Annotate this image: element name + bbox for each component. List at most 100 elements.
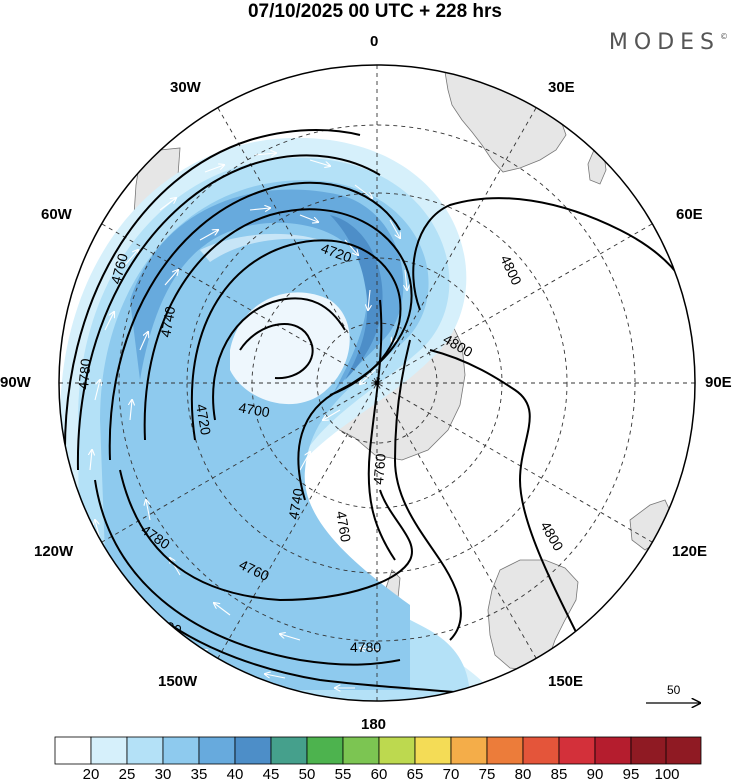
wind-arrow xyxy=(159,198,176,211)
contour-label: 4780 xyxy=(75,358,94,391)
wind-arrows xyxy=(90,153,407,688)
wind-arrow xyxy=(405,269,407,290)
contour-4800-southeast xyxy=(429,349,581,641)
colorbar-swatch xyxy=(594,736,632,765)
colorbar-swatch xyxy=(198,736,236,765)
contour-label: 4760 xyxy=(107,251,131,285)
contour-4740-ring xyxy=(143,208,413,501)
contour-label: 4700 xyxy=(237,399,271,420)
contour-4780-outer xyxy=(94,479,401,666)
contour-4780-east xyxy=(393,339,462,641)
lon-label-150e: 150E xyxy=(548,673,584,690)
lon-label-120w: 120W xyxy=(34,543,74,560)
wind-shade-45 xyxy=(330,215,383,380)
page-title: 07/10/2025 00 UTC + 228 hrs xyxy=(247,1,503,22)
south-pole-marker xyxy=(374,380,380,386)
wind-arrow xyxy=(265,674,286,679)
contour-label: 4740 xyxy=(285,487,306,521)
wind-arrow xyxy=(360,648,381,650)
lon-label-90w: 90W xyxy=(0,374,31,391)
wind-shade-35 xyxy=(100,180,429,691)
colorbar-swatch xyxy=(54,736,92,765)
wind-arrow xyxy=(354,184,372,198)
lon-label-30w: 30W xyxy=(170,79,201,96)
colorbar-swatch xyxy=(342,736,380,765)
wind-shade-40 xyxy=(130,189,404,400)
colorbar-swatch xyxy=(126,736,164,765)
colorbar-swatch xyxy=(522,736,560,765)
contour-4700-inner xyxy=(239,323,314,380)
colorbar-label: 90 xyxy=(586,766,604,783)
wind-arrow xyxy=(94,380,100,401)
colorbar-label: 20 xyxy=(82,766,100,783)
wind-arrow xyxy=(139,332,148,351)
colorbar-label: 30 xyxy=(154,766,172,783)
logo-mark: © xyxy=(720,31,728,41)
lon-label-60e: 60E xyxy=(676,206,703,223)
colorbar-label: 70 xyxy=(442,766,460,783)
lon-label-90e: 90E xyxy=(705,374,732,391)
wind-arrow xyxy=(323,409,341,420)
wind-arrow xyxy=(299,214,318,222)
contour-4760-west xyxy=(108,181,401,461)
colorbar-swatch xyxy=(162,736,200,765)
logo-text: MODES xyxy=(608,30,720,55)
lon-label-150w: 150W xyxy=(158,673,198,690)
wind-arrow xyxy=(254,153,276,155)
contour-label: 4740 xyxy=(157,305,178,339)
contour-label: 4760 xyxy=(370,453,389,486)
colorbar-label: 75 xyxy=(478,766,496,783)
wind-arrow xyxy=(170,558,181,576)
wind-arrow xyxy=(204,165,224,173)
colorbar xyxy=(54,736,702,765)
map-boundary xyxy=(58,64,696,702)
contour-label: 4760 xyxy=(333,510,354,544)
wind-arrow xyxy=(130,400,132,421)
colorbar-swatch xyxy=(378,736,416,765)
colorbar-swatch xyxy=(450,736,488,765)
colorbar-swatch xyxy=(90,736,128,765)
wind-arrow xyxy=(249,208,270,210)
lon-label-120e: 120E xyxy=(672,543,708,560)
wind-arrow xyxy=(299,452,310,471)
contour-label: 4720 xyxy=(193,403,214,437)
colorbar-swatch xyxy=(486,736,524,765)
colorbar-label: 55 xyxy=(334,766,352,783)
wind-arrow xyxy=(90,450,92,471)
wind-arrow xyxy=(280,634,301,641)
contour-4720-ring xyxy=(190,239,402,441)
map-disc: 4720 4760 4740 4780 4720 4700 4800 4800 … xyxy=(59,65,695,701)
wind-arrow xyxy=(124,250,138,266)
reference-vector-label: 50 xyxy=(667,683,681,697)
australia-landmass xyxy=(487,559,579,671)
wind-arrow xyxy=(214,603,231,616)
colorbar-swatch xyxy=(306,736,344,765)
colorbar-label: 95 xyxy=(622,766,640,783)
colorbar-swatch xyxy=(558,736,596,765)
wind-arrow xyxy=(360,369,376,384)
colorbar-swatch xyxy=(414,736,452,765)
colorbar-swatch xyxy=(270,736,308,765)
colorbar-label: 80 xyxy=(514,766,532,783)
colorbar-label: 65 xyxy=(406,766,424,783)
wind-arrow xyxy=(309,159,330,166)
wind-arrow xyxy=(368,289,370,310)
contour-4760-south xyxy=(119,469,413,602)
wind-core-highlight xyxy=(200,233,320,262)
colorbar-label: 100 xyxy=(654,766,680,783)
colorbar-label: 60 xyxy=(370,766,388,783)
colorbar-label: 50 xyxy=(298,766,316,783)
contour-4760-east xyxy=(367,299,396,561)
contour-4700-ring xyxy=(212,297,346,421)
lon-label-30e: 30E xyxy=(548,79,575,96)
wind-arrow xyxy=(314,490,322,511)
colorbar-swatch xyxy=(234,736,272,765)
lon-label-0: 0 xyxy=(370,33,379,50)
colorbar-label: 85 xyxy=(550,766,568,783)
contour-4800-west xyxy=(63,129,361,461)
colorbar-label: 35 xyxy=(190,766,208,783)
contour-label: 4780 xyxy=(350,639,381,655)
modes-logo: MODES© xyxy=(609,30,728,55)
